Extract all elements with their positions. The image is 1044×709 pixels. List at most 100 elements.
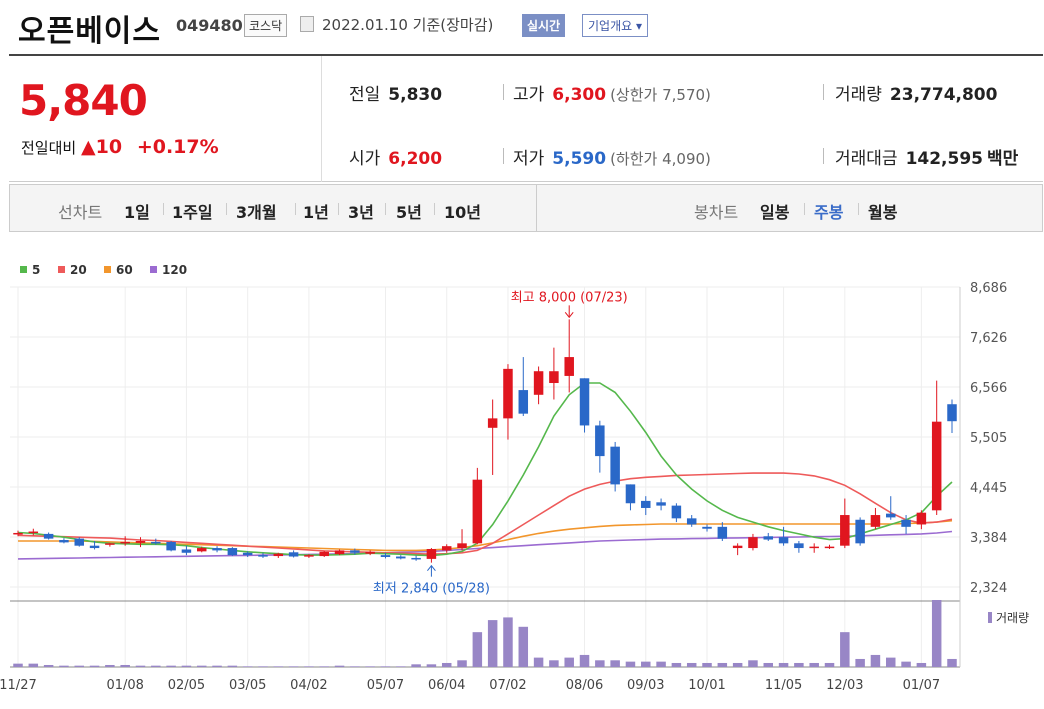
stock-code: 049480 xyxy=(176,16,243,35)
ma20-line xyxy=(17,472,953,556)
volume-bar xyxy=(196,665,207,667)
volume-bar xyxy=(487,620,498,667)
candle-body xyxy=(120,541,130,544)
candle-body xyxy=(472,479,483,544)
volume-bar xyxy=(319,666,329,667)
candle-body xyxy=(212,548,222,551)
high-arrow xyxy=(564,312,574,319)
candle-body xyxy=(441,546,452,551)
tab-3y[interactable]: 3년 xyxy=(348,203,374,222)
divider xyxy=(321,56,322,182)
volume-bar xyxy=(686,662,697,667)
legend-swatch xyxy=(104,266,111,273)
candle-body xyxy=(916,512,927,525)
tab-monthly[interactable]: 월봉 xyxy=(868,203,898,222)
trade-amount: 거래대금 142,595 백만 xyxy=(835,149,1019,169)
tab-3m[interactable]: 3개월 xyxy=(236,203,277,222)
tab-daily[interactable]: 일봉 xyxy=(760,203,790,222)
volume-bar xyxy=(380,666,391,667)
legend-label: 5 xyxy=(32,263,40,277)
tab-1d[interactable]: 1일 xyxy=(124,203,150,222)
stock-name: 오픈베이스 xyxy=(18,14,161,49)
tab-weekly[interactable]: 주봉 xyxy=(814,203,844,222)
volume-bar xyxy=(457,660,467,667)
candle-body xyxy=(809,546,819,549)
company-info-dropdown[interactable]: 기업개요 ▾ xyxy=(582,14,648,37)
volume-bar xyxy=(840,632,850,667)
volume-bar xyxy=(702,662,712,667)
candle-body xyxy=(763,536,774,540)
y-tick-label: 6,566 xyxy=(970,381,1007,396)
candle-body xyxy=(656,502,666,506)
volume-bar xyxy=(426,664,437,667)
chart-svg: 8,686 7,626 6,566 5,505 4,445 3,384 2,324 11/27… xyxy=(0,263,1029,693)
market-badge: 코스닥 xyxy=(244,14,288,37)
volume-bar xyxy=(288,666,299,667)
candle-body xyxy=(334,550,345,555)
candle-body xyxy=(564,357,574,376)
candle-body xyxy=(625,484,636,504)
volume-bar xyxy=(518,626,529,667)
chart-period-tabs: 선차트 1일 1주일 3개월 1년 3년 5년 10년 봉차트 일봉 주봉 월봉 xyxy=(9,184,1043,232)
tab-1w[interactable]: 1주일 xyxy=(172,203,213,222)
volume-bar xyxy=(671,662,682,667)
volume-label: 거래량 xyxy=(996,611,1029,625)
volume-bar xyxy=(151,665,161,667)
realtime-button[interactable]: 실시간 xyxy=(522,14,566,37)
candle-body xyxy=(151,541,161,544)
volume-bar xyxy=(824,662,835,667)
stock-chart: 8,686 7,626 6,566 5,505 4,445 3,384 2,324 11/27… xyxy=(0,232,1044,705)
x-tick-label: 03/05 xyxy=(229,678,266,693)
x-tick-label: 04/02 xyxy=(290,678,327,693)
y-tick-label: 8,686 xyxy=(970,281,1007,296)
candle-chart-label: 봉차트 xyxy=(694,203,739,222)
volume-bar xyxy=(441,662,452,667)
volume-bar xyxy=(763,662,774,667)
line-chart-label: 선차트 xyxy=(58,203,103,222)
candle-body xyxy=(671,505,682,519)
candle-body xyxy=(365,551,375,554)
candle-body xyxy=(273,553,284,557)
candle-body xyxy=(901,519,911,527)
legend-label: 60 xyxy=(116,263,133,277)
divider xyxy=(804,203,805,215)
volume-bar xyxy=(120,664,130,667)
candle-body xyxy=(595,425,605,457)
candle-body xyxy=(886,513,896,518)
candle-body xyxy=(242,552,253,556)
volume-bar xyxy=(181,665,192,667)
candle-body xyxy=(855,519,865,544)
candle-body xyxy=(59,540,69,543)
x-tick-label: 01/08 xyxy=(106,678,143,693)
candle-body xyxy=(549,371,559,384)
x-tick-label: 08/06 xyxy=(566,678,603,693)
volume-bar xyxy=(13,663,23,667)
candle-body xyxy=(135,540,146,543)
volume-bar xyxy=(732,662,743,667)
legend-label: 120 xyxy=(162,263,187,277)
tab-5y[interactable]: 5년 xyxy=(396,203,422,222)
volume-bar xyxy=(916,662,927,667)
volume-bar xyxy=(28,663,39,667)
ma120-line xyxy=(17,530,953,560)
candle-body xyxy=(350,550,360,553)
candle-body xyxy=(778,537,789,544)
candle-body xyxy=(487,418,498,428)
divider xyxy=(434,203,435,215)
volume-bar xyxy=(778,662,789,667)
volume-bar xyxy=(273,666,284,667)
x-tick-label: 09/03 xyxy=(627,678,664,693)
y-tick-label: 5,505 xyxy=(970,431,1007,446)
volume-bar xyxy=(166,665,176,667)
calendar-icon xyxy=(300,16,314,32)
low-arrow xyxy=(427,564,436,571)
candle-body xyxy=(702,526,712,529)
tab-10y[interactable]: 10년 xyxy=(444,203,481,222)
candle-body xyxy=(503,368,513,419)
open-price: 시가 6,200 xyxy=(349,149,443,169)
price-change: 전일대비 ▲10 +0.17% xyxy=(21,136,219,158)
candle-body xyxy=(717,526,728,539)
tab-1y[interactable]: 1년 xyxy=(303,203,329,222)
y-tick-label: 2,324 xyxy=(970,581,1007,596)
volume-bar xyxy=(533,657,544,667)
